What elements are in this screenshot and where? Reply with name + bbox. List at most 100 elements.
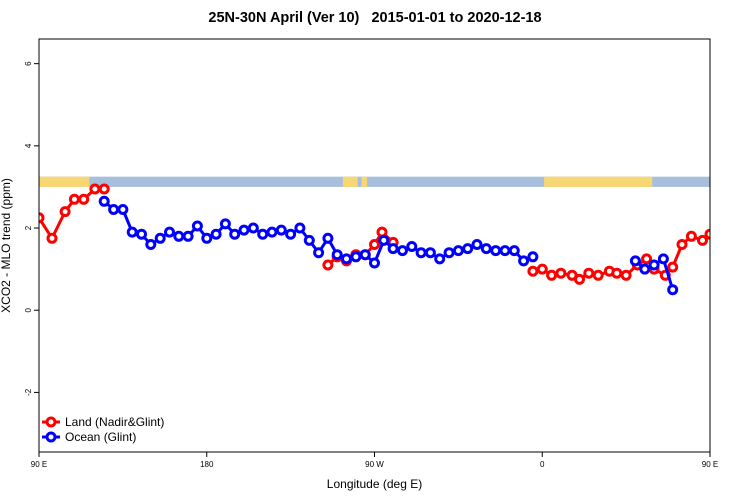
data-point-ocean xyxy=(341,253,352,265)
data-point-ocean xyxy=(98,195,110,207)
data-point-ocean xyxy=(126,226,138,238)
legend-swatch-marker-land xyxy=(45,416,57,428)
data-point-ocean xyxy=(471,239,483,250)
series-layer xyxy=(39,183,750,296)
data-point-ocean xyxy=(527,251,539,263)
data-point-ocean xyxy=(406,241,418,252)
data-point-land xyxy=(369,239,380,250)
data-point-ocean xyxy=(369,257,380,269)
data-point-ocean xyxy=(257,228,269,240)
data-point-ocean xyxy=(285,228,297,240)
data-point-ocean xyxy=(322,232,334,244)
data-point-ocean xyxy=(648,259,660,271)
data-point-ocean xyxy=(275,224,287,236)
legend-item-ocean: Ocean (Glint) xyxy=(42,430,136,444)
data-point-ocean xyxy=(480,243,492,255)
data-point-ocean xyxy=(490,245,502,257)
y-tick-label: 0 xyxy=(24,307,33,312)
data-point-ocean xyxy=(191,220,203,232)
data-point-ocean xyxy=(266,226,278,238)
data-point-land xyxy=(592,269,604,281)
data-point-ocean xyxy=(629,255,641,267)
data-point-ocean xyxy=(359,249,371,261)
data-point-ocean xyxy=(639,263,651,275)
legend-label-land: Land (Nadir&Glint) xyxy=(65,415,164,429)
strip-land-segment xyxy=(361,176,368,187)
data-point-land xyxy=(39,212,45,224)
data-point-ocean xyxy=(434,253,446,265)
data-point-land xyxy=(641,253,653,265)
data-point-land xyxy=(574,273,585,285)
data-point-land xyxy=(704,228,710,240)
data-point-land xyxy=(697,234,708,246)
data-point-land xyxy=(715,214,723,222)
data-point-ocean xyxy=(331,249,343,261)
data-point-ocean xyxy=(415,247,427,259)
data-point-ocean xyxy=(657,253,669,265)
data-point-land xyxy=(536,263,548,275)
legend-label-ocean: Ocean (Glint) xyxy=(65,430,136,444)
legend-swatch-marker-ocean xyxy=(45,431,57,443)
data-point-ocean xyxy=(182,230,194,242)
data-point-ocean xyxy=(229,228,241,240)
data-point-ocean xyxy=(294,222,306,234)
data-point-ocean xyxy=(499,245,511,257)
data-point-ocean xyxy=(173,230,185,242)
y-axis-label: XCO2 - MLO trend (ppm) xyxy=(0,178,13,313)
x-axis-label: Longitude (deg E) xyxy=(327,477,422,491)
data-point-ocean xyxy=(303,234,315,246)
data-point-land xyxy=(46,232,58,244)
data-point-land xyxy=(68,193,80,205)
data-point-ocean xyxy=(145,239,157,250)
data-point-ocean xyxy=(378,234,390,246)
data-point-ocean xyxy=(387,243,399,255)
strip-land-segment xyxy=(39,176,90,187)
y-tick-label: -2 xyxy=(24,388,33,396)
data-point-land xyxy=(743,195,750,203)
legend: Land (Nadir&Glint) Ocean (Glint) xyxy=(42,415,164,444)
strip-ocean xyxy=(39,176,710,187)
data-point-land xyxy=(59,206,71,218)
y-tick-label: 4 xyxy=(24,143,33,148)
data-point-ocean xyxy=(313,247,325,259)
y-axis: -2 0 2 4 6 xyxy=(24,61,39,396)
data-point-land xyxy=(734,208,742,216)
data-point-ocean xyxy=(462,243,474,255)
data-point-land xyxy=(322,259,334,271)
data-point-ocean xyxy=(154,232,166,244)
surface-type-strip xyxy=(39,176,710,187)
y-tick-label: 2 xyxy=(24,225,33,230)
data-point-land xyxy=(667,261,679,273)
data-point-land xyxy=(725,234,733,242)
data-point-ocean xyxy=(350,251,362,263)
y-tick-label: 6 xyxy=(24,61,33,66)
data-point-land xyxy=(685,230,697,242)
data-point-land xyxy=(676,239,688,250)
x-tick-label: 0 xyxy=(540,460,545,469)
data-point-land xyxy=(620,269,632,281)
data-point-land xyxy=(583,267,595,279)
x-tick-label: 90 E xyxy=(31,460,47,469)
data-point-ocean xyxy=(443,247,455,259)
strip-land-segment xyxy=(544,176,653,187)
data-point-ocean xyxy=(424,247,436,259)
chart-title: 25N-30N April (Ver 10) 2015-01-01 to 202… xyxy=(208,10,542,26)
data-point-ocean xyxy=(247,222,259,234)
data-point-ocean xyxy=(164,226,175,238)
data-point-land xyxy=(89,183,101,195)
data-point-land xyxy=(98,183,110,195)
data-point-ocean xyxy=(667,284,679,296)
data-point-ocean xyxy=(508,245,520,257)
x-tick-label: 180 xyxy=(200,460,214,469)
x-tick-label: 90 E xyxy=(702,460,718,469)
data-point-ocean xyxy=(201,232,213,244)
data-point-ocean xyxy=(238,224,250,236)
data-point-ocean xyxy=(210,228,222,240)
strip-land-segment xyxy=(342,176,358,187)
data-point-ocean xyxy=(518,255,530,267)
x-tick-label: 90 W xyxy=(365,460,384,469)
data-point-land xyxy=(555,267,567,279)
data-point-land xyxy=(78,193,90,205)
data-point-land xyxy=(546,269,558,281)
data-point-ocean xyxy=(136,228,147,240)
